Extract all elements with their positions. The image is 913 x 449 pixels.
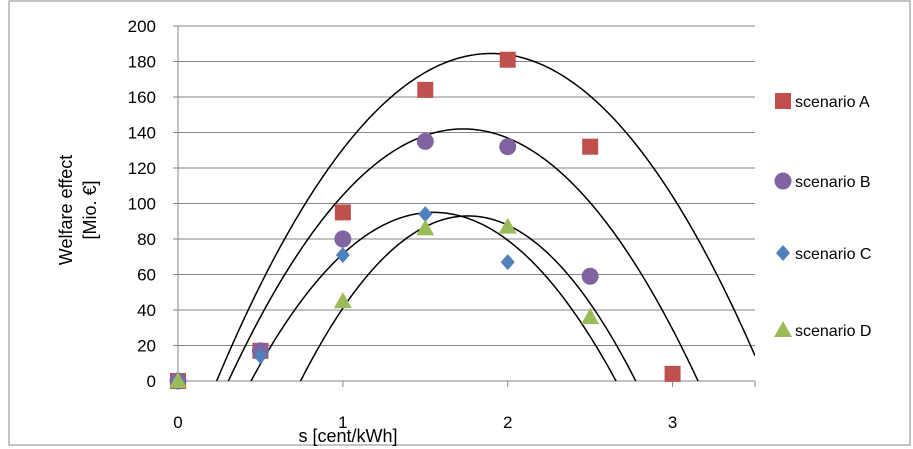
gridlines	[178, 25, 755, 346]
y-tick-label-100: 100	[128, 195, 156, 214]
point-scenario-B-3	[416, 132, 434, 150]
x-tick-label-0: 0	[173, 413, 182, 432]
legend-marker-scenario-A	[775, 93, 791, 109]
y-tick-label-20: 20	[137, 337, 156, 356]
axes	[173, 25, 756, 387]
point-scenario-D-1	[333, 292, 352, 309]
y-tick-label-200: 200	[128, 17, 156, 36]
trendline-scenario-C	[250, 211, 617, 381]
point-scenario-C-2	[335, 246, 350, 263]
point-scenario-B-2	[334, 230, 352, 248]
point-scenario-D-0	[169, 372, 187, 388]
y-axis-title-line-2: [Mio. €]	[80, 180, 100, 239]
legend: scenario A scenario B scenario C scenario D	[774, 93, 871, 340]
y-tick-label-140: 140	[128, 124, 156, 143]
point-scenario-C-4	[500, 254, 515, 271]
legend-label-scenario-A: scenario A	[795, 94, 870, 111]
y-tick-label-40: 40	[137, 301, 156, 320]
point-scenario-D-3	[498, 217, 517, 234]
legend-marker-scenario-D	[774, 321, 792, 337]
data-points	[169, 51, 681, 390]
x-tick-label-3: 3	[668, 413, 677, 432]
point-scenario-A-4	[499, 51, 516, 68]
chart-area-border	[8, 0, 911, 446]
y-tick-label-160: 160	[128, 88, 156, 107]
point-scenario-C-1	[253, 348, 268, 365]
y-tick-label-120: 120	[128, 159, 156, 178]
x-tick-label-1: 1	[338, 413, 347, 432]
y-axis-title: Welfare effect [Mio. €]	[56, 155, 100, 265]
point-scenario-C-3	[418, 206, 433, 223]
y-axis-title-line-1: Welfare effect	[56, 155, 76, 265]
legend-label-scenario-D: scenario D	[795, 323, 871, 340]
legend-label-scenario-B: scenario B	[795, 174, 871, 191]
x-tick-labels: 0 1 2 3	[173, 413, 677, 432]
legend-label-scenario-C: scenario C	[795, 246, 871, 263]
trendline-scenario-D	[299, 215, 637, 381]
x-axis-title: s [cent/kWh]	[298, 426, 397, 446]
legend-marker-scenario-C	[776, 245, 790, 261]
point-scenario-B-5	[581, 267, 599, 285]
y-tick-label-80: 80	[137, 230, 156, 249]
x-tick-label-2: 2	[503, 413, 512, 432]
legend-marker-scenario-B	[774, 172, 792, 190]
point-scenario-A-2	[334, 204, 351, 221]
point-scenario-A-5	[582, 138, 599, 155]
y-tick-label-0: 0	[147, 372, 156, 391]
y-tick-labels: 0 20 40 60 80 100 120 140 160 180 200	[128, 17, 156, 391]
point-scenario-D-2	[416, 219, 435, 236]
trendline-scenario-B	[227, 128, 699, 381]
trendlines	[215, 52, 755, 381]
point-scenario-A-3	[417, 81, 434, 98]
point-scenario-D-4	[581, 308, 600, 325]
trendline-scenario-A	[215, 52, 755, 381]
point-scenario-A-6	[664, 365, 681, 382]
y-tick-label-60: 60	[137, 266, 156, 285]
point-scenario-B-4	[499, 138, 517, 156]
y-tick-label-180: 180	[128, 53, 156, 72]
